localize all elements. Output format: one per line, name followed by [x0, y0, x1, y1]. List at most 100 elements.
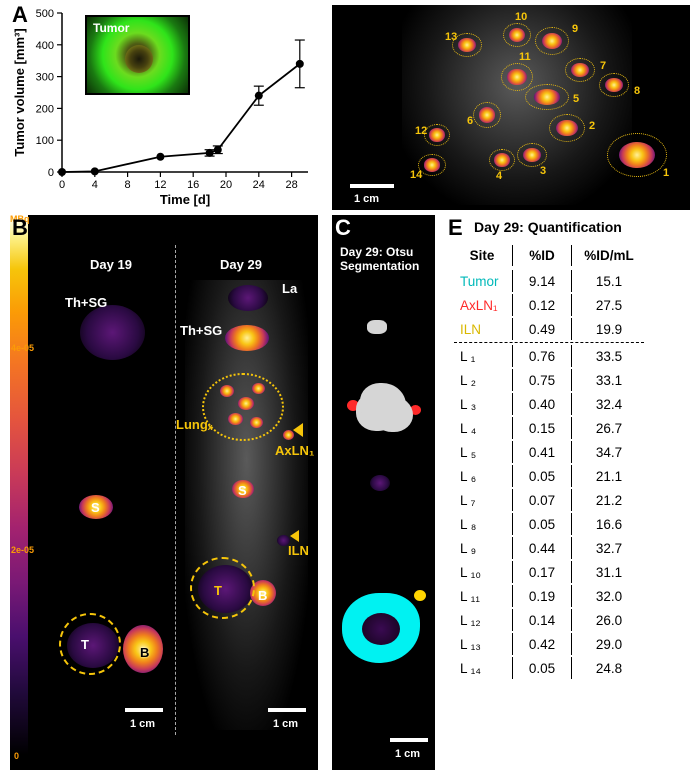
d19-thsg-label: Th+SG [65, 295, 107, 310]
svg-text:4: 4 [92, 179, 98, 191]
day19-heading: Day 19 [90, 257, 132, 272]
d19-s-label: S [91, 500, 100, 515]
d-scale-bar [350, 184, 394, 188]
d-node-circle-11 [501, 63, 533, 91]
svg-text:8: 8 [125, 179, 131, 191]
d29-axln-label: AxLN₁ [275, 443, 314, 458]
d-node-label-13: 13 [445, 31, 457, 43]
seg-axln-left [347, 400, 359, 411]
d29-iln-label: ILN [288, 543, 309, 558]
colorbar-zero: 0 [14, 751, 19, 761]
d29-t-outline [190, 557, 255, 619]
d29-scale-bar [268, 708, 306, 712]
d29-lungx-label: Lungₓ [176, 417, 213, 432]
d19-t-label: T [81, 637, 89, 652]
c-scale-text: 1 cm [395, 748, 420, 760]
d-node-circle-8 [599, 73, 629, 97]
d-node-label-7: 7 [600, 60, 606, 72]
panel-c-heading: Day 29: Otsu Segmentation [340, 245, 435, 274]
d-node-circle-12 [424, 124, 450, 146]
d29-lung-outline [202, 373, 284, 441]
svg-text:20: 20 [220, 179, 232, 191]
svg-text:300: 300 [36, 72, 54, 84]
axln-arrow-icon [293, 423, 303, 437]
d-node-circle-2 [549, 114, 585, 142]
d29-la-label: La [282, 281, 297, 296]
panel-b-title: [¹⁸F]BF₄⁻ PET-CT [110, 218, 226, 235]
seg-axln-right [410, 405, 421, 415]
tumor-inset-image: Tumor [85, 15, 190, 95]
panel-e: Day 29: Quantification Site%ID%ID/mLTumo… [444, 215, 690, 770]
d-node-circle-10 [503, 23, 531, 47]
tumor-inset-core [125, 45, 153, 73]
colorbar-low: 2e-05 [11, 545, 34, 555]
iln-arrow-icon [290, 530, 299, 542]
d19-thsg-bg [80, 305, 145, 360]
d29-thsg [225, 325, 269, 351]
colorbar [10, 215, 28, 755]
svg-text:0: 0 [59, 179, 65, 191]
seg-tumor-hole [362, 613, 400, 645]
d-node-label-5: 5 [573, 93, 579, 105]
c-scale-bar [390, 738, 428, 742]
d19-t-outline [59, 613, 121, 675]
svg-text:Tumor volume [mm³]: Tumor volume [mm³] [12, 28, 27, 156]
d-node-label-11: 11 [519, 51, 531, 63]
panel-b-label: B [12, 215, 28, 241]
d-node-circle-9 [535, 27, 569, 55]
d-node-circle-5 [525, 84, 569, 110]
tumor-inset-label: Tumor [93, 21, 129, 35]
d-node-circle-1 [607, 133, 667, 177]
d-node-label-2: 2 [589, 120, 595, 132]
d-node-label-10: 10 [515, 11, 527, 23]
d29-thsg-label: Th+SG [180, 323, 222, 338]
seg-iln [414, 590, 426, 601]
svg-text:12: 12 [154, 179, 166, 191]
svg-text:200: 200 [36, 103, 54, 115]
panel-e-heading: Day 29: Quantification [474, 219, 622, 235]
day29-image: Day 29 La Th+SG Lungₓ AxLN₁ S ILN T B 1 … [180, 245, 313, 740]
colorbar-mid: 4e-05 [11, 343, 34, 353]
d19-scale-text: 1 cm [130, 718, 155, 730]
d-node-label-9: 9 [572, 23, 578, 35]
d-node-circle-6 [473, 102, 501, 128]
svg-text:Time [d]: Time [d] [160, 192, 210, 207]
svg-text:0: 0 [48, 167, 54, 179]
svg-text:24: 24 [253, 179, 265, 191]
panel-b-divider [175, 245, 176, 735]
svg-text:16: 16 [187, 179, 199, 191]
d29-s-label: S [238, 483, 247, 498]
seg-lung-top [367, 320, 387, 334]
d-node-label-4: 4 [496, 170, 502, 182]
panel-a-label: A [12, 2, 28, 28]
panel-b: MBq 4e-05 2e-05 0 Day 19 Th+SG S T B 1 c… [10, 215, 318, 770]
d29-t-label: T [214, 583, 222, 598]
seg-lung-cluster [360, 383, 406, 425]
d-node-label-8: 8 [634, 85, 640, 97]
svg-text:28: 28 [285, 179, 297, 191]
d29-b-label: B [258, 588, 267, 603]
svg-text:500: 500 [36, 8, 54, 20]
d-node-label-3: 3 [540, 165, 546, 177]
d-node-label-1: 1 [663, 167, 669, 179]
day19-image: Day 19 Th+SG S T B 1 cm [55, 245, 170, 740]
panel-c-label: C [335, 215, 351, 241]
svg-text:100: 100 [36, 135, 54, 147]
d-node-circle-7 [565, 58, 595, 82]
day29-heading: Day 29 [220, 257, 262, 272]
panel-d: 12345678910111213141 cm [332, 5, 690, 210]
panel-d-label: D [335, 2, 351, 28]
d29-scale-text: 1 cm [273, 718, 298, 730]
panel-e-label: E [448, 215, 463, 241]
quantification-table: Site%ID%ID/mLTumor9.1415.1AxLN₁0.1227.5I… [452, 243, 646, 681]
d-node-label-12: 12 [415, 125, 427, 137]
d29-la [228, 285, 268, 311]
panel-c: Day 29: Otsu Segmentation 1 cm [332, 215, 435, 770]
d19-scale-bar [125, 708, 163, 712]
d-node-circle-4 [489, 149, 515, 171]
seg-faint [370, 475, 390, 491]
d-scale-text: 1 cm [354, 193, 379, 205]
d-node-label-14: 14 [410, 169, 422, 181]
d19-b-label: B [140, 645, 149, 660]
panel-a: 04812162024280100200300400500Time [d]Tum… [10, 5, 318, 210]
